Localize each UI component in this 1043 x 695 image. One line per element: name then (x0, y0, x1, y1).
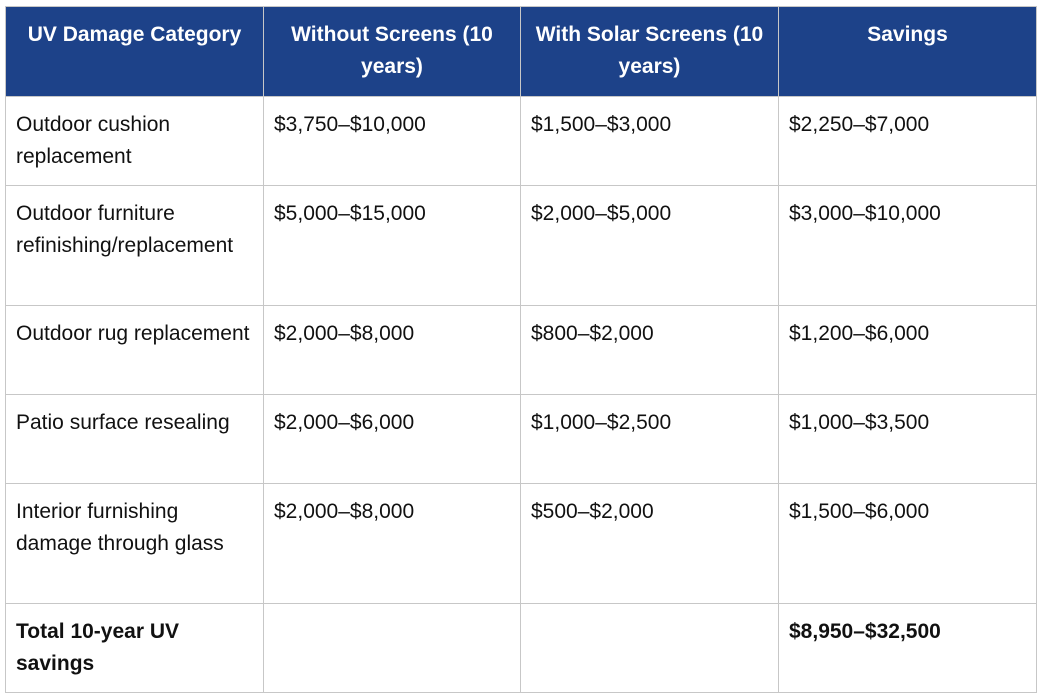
cell-savings: $1,200–$6,000 (778, 305, 1037, 395)
cell-without-screens: $5,000–$15,000 (263, 185, 521, 306)
uv-savings-table: UV Damage Category Without Screens (10 y… (5, 6, 1037, 693)
table-row: Patio surface resealing $2,000–$6,000 $1… (5, 394, 1037, 484)
total-row: Total 10-year UV savings $8,950–$32,500 (5, 603, 1037, 693)
cell-savings: $1,500–$6,000 (778, 483, 1037, 604)
cell-with-screens: $2,000–$5,000 (520, 185, 779, 306)
cell-category: Outdoor cushion replacement (5, 96, 264, 186)
header-with-screens: With Solar Screens (10 years) (520, 6, 779, 97)
table-row: Outdoor cushion replacement $3,750–$10,0… (5, 96, 1037, 186)
table-row: Outdoor furniture refinishing/replacemen… (5, 185, 1037, 306)
cell-with-screens: $1,000–$2,500 (520, 394, 779, 484)
cell-category: Patio surface resealing (5, 394, 264, 484)
cell-category: Outdoor rug replacement (5, 305, 264, 395)
table-row: Interior furnishing damage through glass… (5, 483, 1037, 604)
cell-category: Outdoor furniture refinishing/replacemen… (5, 185, 264, 306)
cell-with-screens: $1,500–$3,000 (520, 96, 779, 186)
cell-with-screens: $800–$2,000 (520, 305, 779, 395)
cell-without-screens: $2,000–$8,000 (263, 305, 521, 395)
header-category: UV Damage Category (5, 6, 264, 97)
cell-with-screens: $500–$2,000 (520, 483, 779, 604)
total-with-screens (520, 603, 779, 693)
table-row: Outdoor rug replacement $2,000–$8,000 $8… (5, 305, 1037, 395)
header-savings: Savings (778, 6, 1037, 97)
cell-category: Interior furnishing damage through glass (5, 483, 264, 604)
total-label: Total 10-year UV savings (5, 603, 264, 693)
cell-without-screens: $3,750–$10,000 (263, 96, 521, 186)
total-savings: $8,950–$32,500 (778, 603, 1037, 693)
cell-without-screens: $2,000–$8,000 (263, 483, 521, 604)
cell-savings: $1,000–$3,500 (778, 394, 1037, 484)
table-header: UV Damage Category Without Screens (10 y… (5, 6, 1037, 97)
cell-savings: $2,250–$7,000 (778, 96, 1037, 186)
header-without-screens: Without Screens (10 years) (263, 6, 521, 97)
header-row: UV Damage Category Without Screens (10 y… (5, 6, 1037, 97)
total-without-screens (263, 603, 521, 693)
table-body: Outdoor cushion replacement $3,750–$10,0… (5, 96, 1037, 693)
cell-savings: $3,000–$10,000 (778, 185, 1037, 306)
cell-without-screens: $2,000–$6,000 (263, 394, 521, 484)
